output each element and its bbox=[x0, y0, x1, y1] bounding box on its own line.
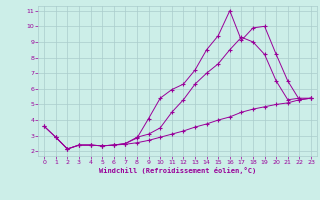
X-axis label: Windchill (Refroidissement éolien,°C): Windchill (Refroidissement éolien,°C) bbox=[99, 167, 256, 174]
